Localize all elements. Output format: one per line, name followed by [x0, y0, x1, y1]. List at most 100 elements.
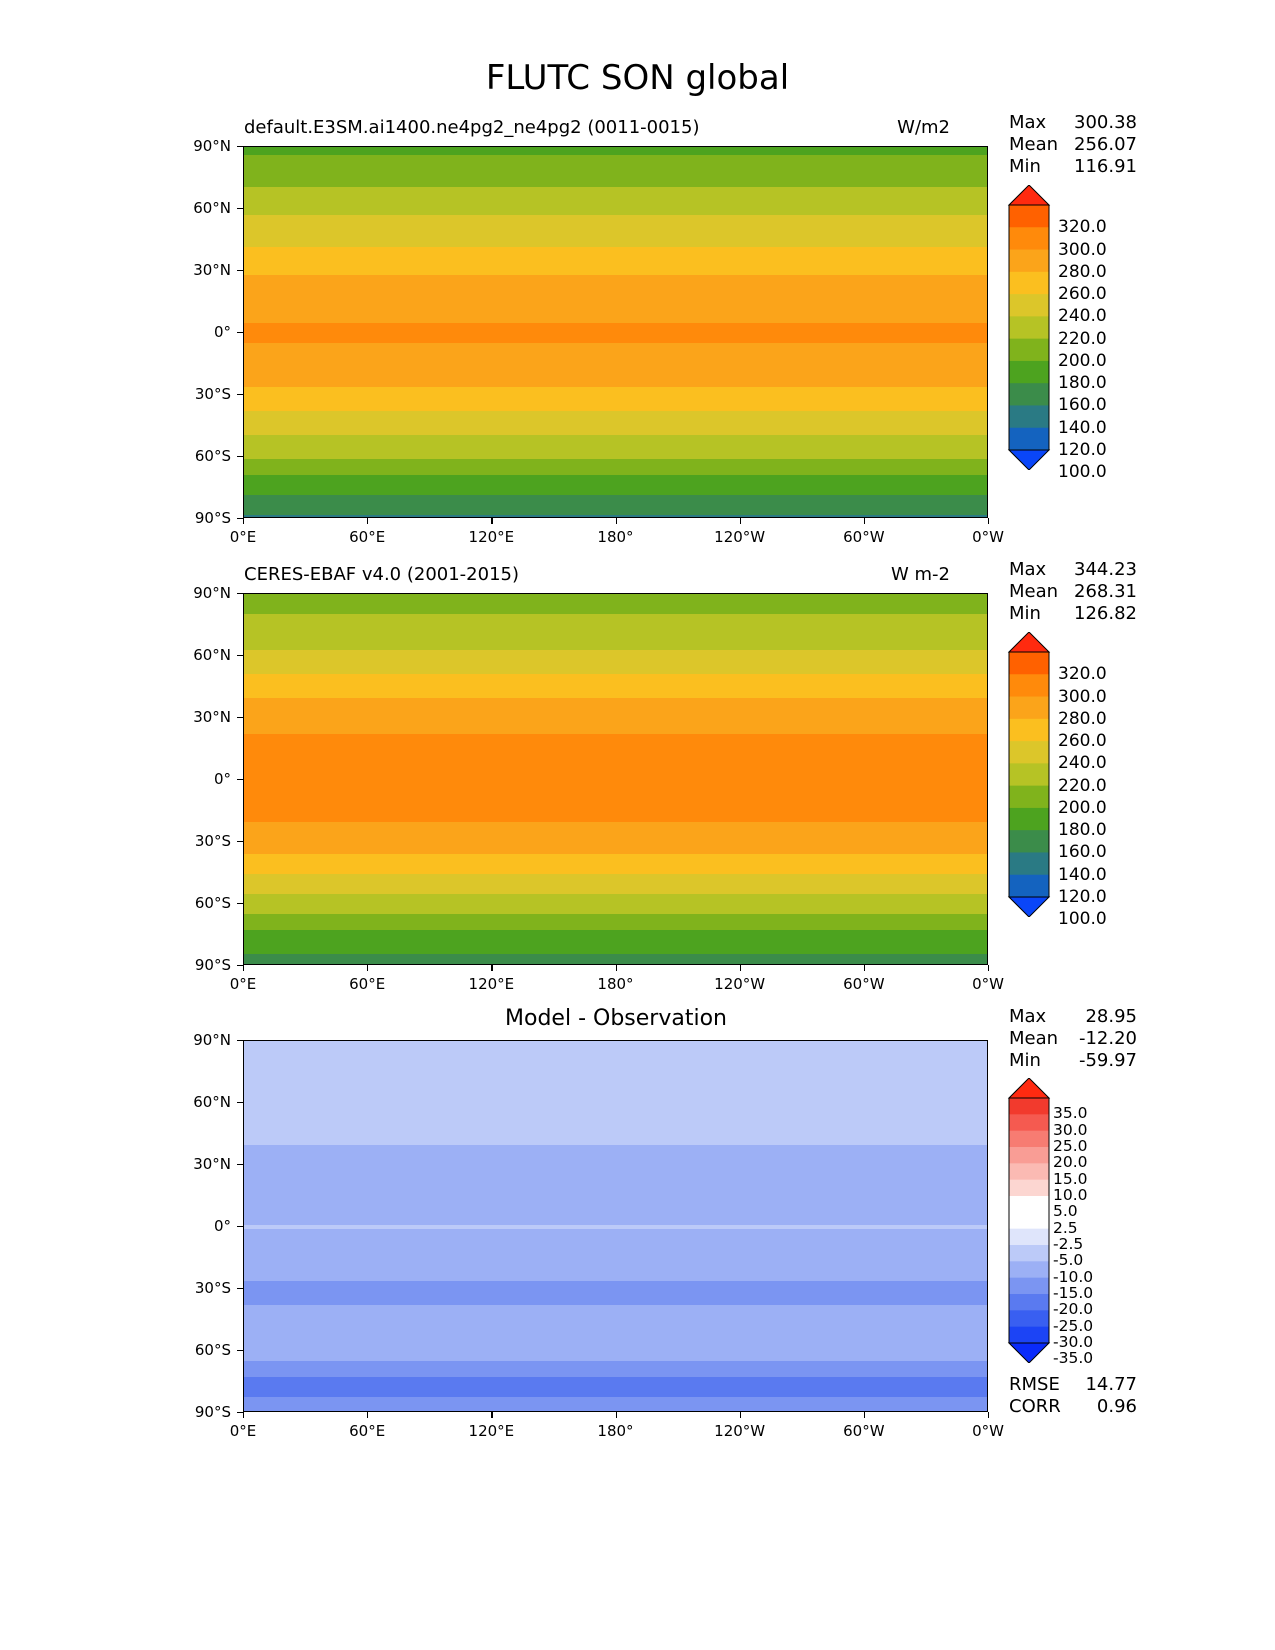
field-band	[244, 762, 987, 767]
field-band	[244, 231, 987, 236]
colorbar-segment	[1009, 360, 1049, 384]
field-band	[244, 954, 987, 959]
field-band	[244, 910, 987, 915]
lon-tick-label: 0°W	[972, 528, 1004, 546]
field-band	[244, 467, 987, 472]
field-band	[244, 351, 987, 356]
colorbar-segment	[1009, 696, 1049, 720]
colorbar-tick-label: 5.0	[1053, 1202, 1078, 1221]
colorbar-segment	[1009, 674, 1049, 697]
field-band	[244, 1285, 987, 1290]
lon-tick-mark	[739, 518, 741, 524]
field-band	[244, 1309, 987, 1314]
colorbar-tick-label: 35.0	[1053, 1104, 1088, 1123]
field-band	[244, 1293, 987, 1298]
field-band	[244, 1393, 987, 1398]
field-band	[244, 1189, 987, 1194]
colorbar-segment	[1009, 1114, 1049, 1132]
field-band	[244, 1153, 987, 1158]
field-band	[244, 614, 987, 619]
lat-tick-label: 90°N	[193, 584, 231, 602]
field-band	[244, 431, 987, 436]
colorbar-tick-label: 120.0	[1058, 887, 1107, 907]
field-band	[244, 427, 987, 432]
lon-tick-label: 60°E	[349, 1422, 386, 1440]
field-band	[244, 1397, 987, 1402]
field-band	[244, 826, 987, 831]
field-band	[244, 1257, 987, 1262]
lat-tick-label: 30°N	[193, 708, 231, 726]
field-band	[244, 1381, 987, 1386]
field-band	[244, 602, 987, 607]
stat-corr-label: CORR	[1009, 1396, 1061, 1417]
field-band	[244, 1065, 987, 1070]
colorbar-segment	[1009, 271, 1049, 295]
panel-left-title: default.E3SM.ai1400.ne4pg2_ne4pg2 (0011-…	[244, 117, 700, 138]
colorbar-segment	[1009, 874, 1049, 898]
field-band	[244, 1057, 987, 1062]
field-band	[244, 291, 987, 296]
map-plot-observation	[243, 593, 988, 965]
colorbar-tick-label: 140.0	[1058, 864, 1107, 885]
field-band	[244, 686, 987, 691]
field-band	[244, 1181, 987, 1186]
field-band	[244, 778, 987, 783]
stat-mean-value: 256.07	[1074, 134, 1137, 155]
field-band	[244, 702, 987, 707]
colorbar-tick-label: 180.0	[1058, 373, 1107, 394]
field-band	[244, 1049, 987, 1054]
field-band	[244, 598, 987, 603]
field-band	[244, 1249, 987, 1254]
colorbar-tick-label: -15.0	[1053, 1284, 1094, 1302]
colorbar-segment	[1009, 741, 1049, 764]
colorbar-tick-label: 300.0	[1058, 686, 1107, 707]
field-band	[244, 750, 987, 755]
colorbar-tick-label: 260.0	[1058, 284, 1107, 305]
field-band	[244, 211, 987, 216]
field-band	[244, 658, 987, 663]
field-band	[244, 878, 987, 883]
field-band	[244, 1089, 987, 1094]
lon-tick-label: 120°W	[714, 528, 766, 546]
field-band	[244, 794, 987, 799]
field-band	[244, 890, 987, 895]
colorbar-tick-label: 280.0	[1058, 261, 1107, 282]
field-band	[244, 1245, 987, 1250]
field-band	[244, 251, 987, 256]
stat-max-label: Max	[1009, 1006, 1047, 1027]
colorbar-segment	[1009, 830, 1049, 853]
colorbar-segment	[1009, 652, 1049, 675]
field-band	[244, 642, 987, 647]
field-band	[244, 1217, 987, 1222]
colorbar-tick-label: 240.0	[1058, 306, 1107, 327]
lon-tick-mark	[243, 1412, 245, 1418]
field-band	[244, 183, 987, 188]
field-band	[244, 1101, 987, 1106]
field-band	[244, 1197, 987, 1202]
field-band	[244, 375, 987, 380]
field-band	[244, 822, 987, 827]
field-band	[244, 774, 987, 779]
lat-tick-mark	[237, 208, 243, 210]
field-band	[244, 646, 987, 651]
map-field-observation	[244, 594, 987, 964]
lat-tick-label: 60°S	[194, 894, 231, 912]
colorbar-tick-label: -10.0	[1053, 1267, 1094, 1286]
map-plot-model	[243, 146, 988, 518]
lat-tick-label: 60°S	[194, 1341, 231, 1359]
field-band	[244, 1081, 987, 1086]
stat-max-label: Max	[1009, 559, 1047, 580]
field-band	[244, 850, 987, 855]
lat-tick-mark	[237, 270, 243, 272]
field-band	[244, 726, 987, 731]
field-band	[244, 1389, 987, 1394]
colorbar-tick-label: 120.0	[1058, 440, 1107, 460]
lat-tick-label: 0°	[213, 770, 231, 788]
stat-mean-label: Mean	[1009, 581, 1059, 602]
lon-tick-mark	[988, 965, 990, 971]
lat-tick-label: 60°N	[193, 646, 231, 664]
lat-tick-label: 90°S	[194, 1403, 231, 1421]
panel-left-title: CERES-EBAF v4.0 (2001-2015)	[244, 564, 520, 585]
colorbar-segment	[1009, 249, 1049, 273]
